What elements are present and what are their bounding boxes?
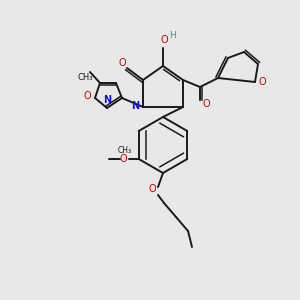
Text: O: O (120, 154, 127, 164)
Text: O: O (148, 184, 156, 194)
Text: CH₃: CH₃ (77, 74, 93, 82)
Text: O: O (118, 58, 126, 68)
Text: O: O (160, 35, 168, 45)
Text: O: O (83, 91, 91, 101)
Text: O: O (258, 77, 266, 87)
Text: N: N (103, 95, 111, 105)
Text: N: N (131, 101, 139, 111)
Text: CH₃: CH₃ (118, 146, 132, 155)
Text: H: H (169, 31, 176, 40)
Text: O: O (202, 99, 210, 109)
